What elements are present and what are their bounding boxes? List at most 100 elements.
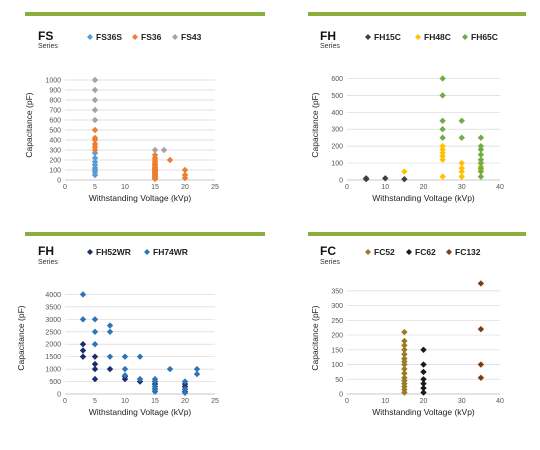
- x-tick-label: 30: [458, 184, 466, 191]
- data-point: [439, 149, 446, 157]
- data-point: [91, 140, 99, 148]
- y-tick-label: 600: [331, 76, 343, 83]
- data-point: [91, 126, 99, 134]
- data-point: [439, 126, 446, 133]
- x-tick-label: 15: [151, 184, 159, 191]
- x-axis-title: Withstanding Voltage (kVp): [372, 193, 475, 203]
- data-point: [477, 164, 485, 172]
- y-tick-label: 2500: [45, 329, 61, 336]
- header-bar: [308, 12, 526, 16]
- x-tick-label: 5: [93, 398, 97, 405]
- legend-marker: [406, 249, 412, 255]
- y-tick-label: 100: [331, 362, 343, 369]
- x-axis-title: Withstanding Voltage (kVp): [89, 407, 192, 417]
- data-point: [420, 380, 427, 387]
- y-tick-label: 200: [49, 158, 61, 165]
- y-axis-title: Capacitance (pF): [16, 305, 26, 370]
- x-tick-label: 20: [181, 398, 189, 405]
- data-point: [106, 322, 114, 329]
- y-tick-label: 100: [331, 161, 343, 168]
- data-point: [160, 146, 168, 154]
- x-tick-label: 5: [93, 184, 97, 191]
- data-point: [106, 353, 114, 360]
- y-tick-label: 400: [331, 110, 343, 117]
- data-point: [439, 117, 446, 124]
- data-point: [91, 375, 99, 383]
- data-point: [477, 159, 485, 167]
- y-tick-label: 3500: [45, 304, 61, 311]
- data-point: [91, 134, 99, 142]
- data-point: [477, 151, 485, 158]
- data-point: [458, 159, 465, 167]
- data-point: [458, 117, 465, 124]
- data-point: [420, 384, 427, 392]
- data-point: [362, 175, 370, 182]
- x-tick-label: 25: [211, 398, 219, 405]
- y-tick-label: 500: [49, 379, 61, 386]
- series-title: FH: [320, 29, 336, 43]
- legend-label: FS36S: [96, 32, 122, 42]
- x-tick-label: 10: [381, 398, 389, 405]
- data-point: [439, 134, 446, 141]
- data-point: [91, 328, 99, 335]
- header-bar: [308, 232, 526, 236]
- y-axis-title: Capacitance (pF): [310, 305, 320, 370]
- legend-marker: [87, 249, 93, 255]
- data-point: [91, 341, 99, 348]
- data-point: [106, 365, 114, 373]
- data-point: [458, 164, 465, 172]
- x-tick-label: 10: [121, 398, 129, 405]
- data-point: [420, 389, 427, 396]
- y-tick-label: 1000: [45, 78, 61, 85]
- data-point: [91, 106, 99, 114]
- data-point: [401, 370, 408, 377]
- data-point: [401, 365, 408, 373]
- header-bar: [25, 12, 265, 16]
- series-subtitle: Series: [320, 43, 340, 50]
- y-tick-label: 0: [339, 392, 343, 399]
- data-point: [458, 173, 465, 180]
- x-tick-label: 15: [151, 398, 159, 405]
- data-point: [420, 376, 427, 383]
- data-point: [79, 341, 87, 348]
- legend-marker: [132, 34, 138, 40]
- data-point: [382, 175, 389, 182]
- x-tick-label: 30: [458, 398, 466, 405]
- legend-label: FC62: [415, 247, 436, 257]
- legend-marker: [172, 34, 178, 40]
- y-tick-label: 200: [331, 144, 343, 151]
- data-point: [136, 375, 144, 383]
- y-tick-label: 100: [49, 168, 61, 175]
- x-tick-label: 0: [63, 184, 67, 191]
- data-point: [401, 175, 408, 183]
- x-tick-label: 0: [345, 184, 349, 191]
- y-tick-label: 4000: [45, 292, 61, 299]
- y-tick-label: 700: [49, 108, 61, 115]
- data-point: [439, 142, 446, 150]
- legend-label: FH52WR: [96, 247, 131, 257]
- legend-label: FS36: [141, 32, 162, 42]
- series-title: FS: [38, 29, 53, 43]
- y-tick-label: 300: [331, 303, 343, 310]
- data-point: [401, 328, 408, 336]
- data-point: [401, 374, 408, 381]
- legend-marker: [87, 34, 93, 40]
- data-point: [166, 156, 174, 164]
- y-tick-label: 2000: [45, 342, 61, 349]
- y-tick-label: 300: [49, 148, 61, 155]
- data-point: [91, 86, 99, 94]
- y-tick-label: 500: [49, 128, 61, 135]
- data-point: [91, 116, 99, 124]
- data-point: [121, 365, 129, 373]
- data-point: [151, 146, 159, 154]
- data-point: [439, 173, 446, 180]
- data-point: [477, 134, 485, 141]
- data-point: [439, 92, 446, 99]
- data-point: [439, 75, 446, 82]
- data-point: [91, 158, 99, 166]
- data-point: [106, 328, 114, 335]
- y-tick-label: 0: [57, 392, 61, 399]
